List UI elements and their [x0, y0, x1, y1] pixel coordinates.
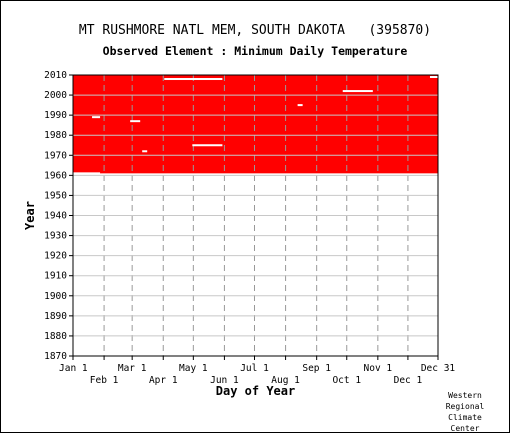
y-tick-label: 1990	[44, 110, 67, 121]
credit-line: Western	[448, 391, 482, 400]
y-tick-label: 1930	[44, 231, 67, 242]
x-tick-label: Nov 1	[364, 363, 393, 374]
credit-block: Western Regional Climate Center	[435, 390, 495, 434]
x-tick-label: Mar 1	[118, 363, 147, 374]
y-tick-label: 1980	[44, 130, 67, 141]
x-tick-label: Jul 1	[240, 363, 269, 374]
data-gap	[92, 116, 101, 119]
y-tick-label: 1960	[44, 170, 67, 181]
y-tick-label: 1920	[44, 251, 67, 262]
chart-subtitle: Observed Element : Minimum Daily Tempera…	[102, 44, 408, 58]
data-gap	[73, 172, 101, 175]
y-tick-label: 1890	[44, 311, 67, 322]
x-tick-label: Apr 1	[149, 375, 178, 386]
y-tick-label: 2010	[44, 70, 67, 81]
y-tick-label: 1950	[44, 190, 67, 201]
y-tick-label: 1870	[44, 351, 67, 362]
chart-title: MT RUSHMORE NATL MEM, SOUTH DAKOTA (3958…	[78, 23, 432, 38]
y-axis-title: Year	[23, 201, 37, 230]
x-tick-label: Aug 1	[271, 375, 300, 386]
y-tick-label: 1900	[44, 291, 67, 302]
data-gap	[342, 90, 373, 93]
credit-line: Climate	[448, 413, 482, 422]
x-tick-label: Jun 1	[210, 375, 239, 386]
y-tick-label: 1970	[44, 150, 67, 161]
y-tick-label: 1940	[44, 211, 67, 222]
credit-line: Regional	[445, 402, 485, 411]
x-tick-label: Dec 31	[421, 363, 456, 374]
data-gap	[192, 144, 223, 147]
data-gap	[429, 76, 438, 79]
y-tick-label: 1880	[44, 331, 67, 342]
y-tick-label: 1910	[44, 271, 67, 282]
y-tick-label: 2000	[44, 90, 67, 101]
x-tick-label: May 1	[179, 363, 208, 374]
credit-line: Center	[450, 424, 480, 433]
data-gap	[130, 120, 141, 123]
data-gap	[297, 104, 303, 107]
x-tick-label: Feb 1	[90, 375, 119, 386]
data-coverage-bar	[73, 75, 438, 174]
x-axis-title: Day of Year	[216, 384, 295, 398]
x-tick-label: Jan 1	[59, 363, 88, 374]
x-tick-label: Oct 1	[332, 375, 361, 386]
x-tick-label: Sep 1	[302, 363, 331, 374]
data-gap	[142, 150, 148, 153]
x-tick-label: Dec 1	[394, 375, 423, 386]
data-gap	[164, 78, 223, 81]
